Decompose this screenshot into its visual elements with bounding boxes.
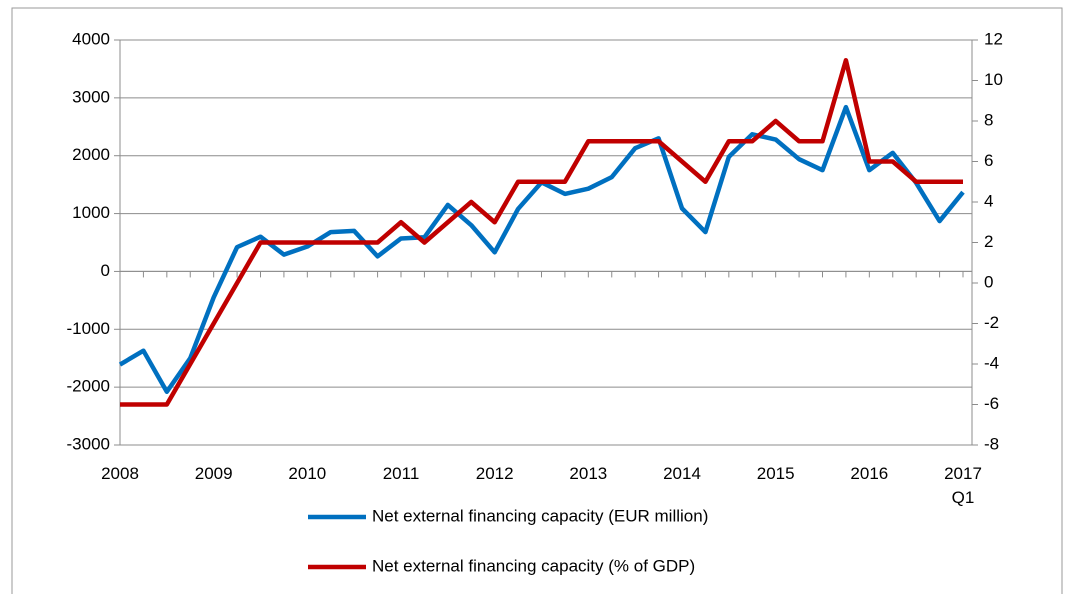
y-tick-label: 3000 <box>72 87 110 106</box>
y2-tick-label: 0 <box>984 272 993 291</box>
legend-label: Net external financing capacity (% of GD… <box>372 556 695 575</box>
x-tick-label: 2015 <box>756 464 795 483</box>
y-tick-label: 4000 <box>72 29 110 48</box>
y-tick-label: 1000 <box>72 203 110 222</box>
y2-tick-label: 10 <box>984 70 1003 89</box>
series-line <box>118 104 965 395</box>
x-tick-label: 2013 <box>569 464 608 483</box>
x-tick-label: 2016 <box>850 464 889 483</box>
series-line <box>120 58 963 407</box>
y-tick-label: -2000 <box>67 377 110 396</box>
x-tick-label: 2012 <box>475 464 514 483</box>
x-tick-label: 2014 <box>663 464 701 483</box>
legend-label: Net external financing capacity (EUR mil… <box>372 506 708 525</box>
y2-tick-label: 6 <box>984 151 993 170</box>
y2-tick-label: -4 <box>984 353 999 372</box>
x-tick-label: 2017 Q1 <box>944 464 982 507</box>
y2-tick-label: 2 <box>984 232 993 251</box>
x-tick-label: 2008 <box>101 464 139 483</box>
y2-tick-label: -2 <box>984 313 999 332</box>
y-tick-label: 0 <box>101 261 110 280</box>
x-tick-label: 2010 <box>288 464 327 483</box>
y-tick-label: 2000 <box>72 145 110 164</box>
y2-tick-label: 12 <box>984 29 1003 48</box>
y-tick-label: -1000 <box>67 319 110 338</box>
y2-tick-label: 8 <box>984 110 993 129</box>
y2-tick-label: 4 <box>984 191 993 210</box>
x-tick-label: 2011 <box>382 464 420 483</box>
frame <box>11 7 1063 594</box>
y2-tick-label: -8 <box>984 434 999 453</box>
x-tick-label: 2009 <box>194 464 233 483</box>
y2-tick-label: -6 <box>984 394 999 413</box>
y-tick-label: -3000 <box>67 434 110 453</box>
